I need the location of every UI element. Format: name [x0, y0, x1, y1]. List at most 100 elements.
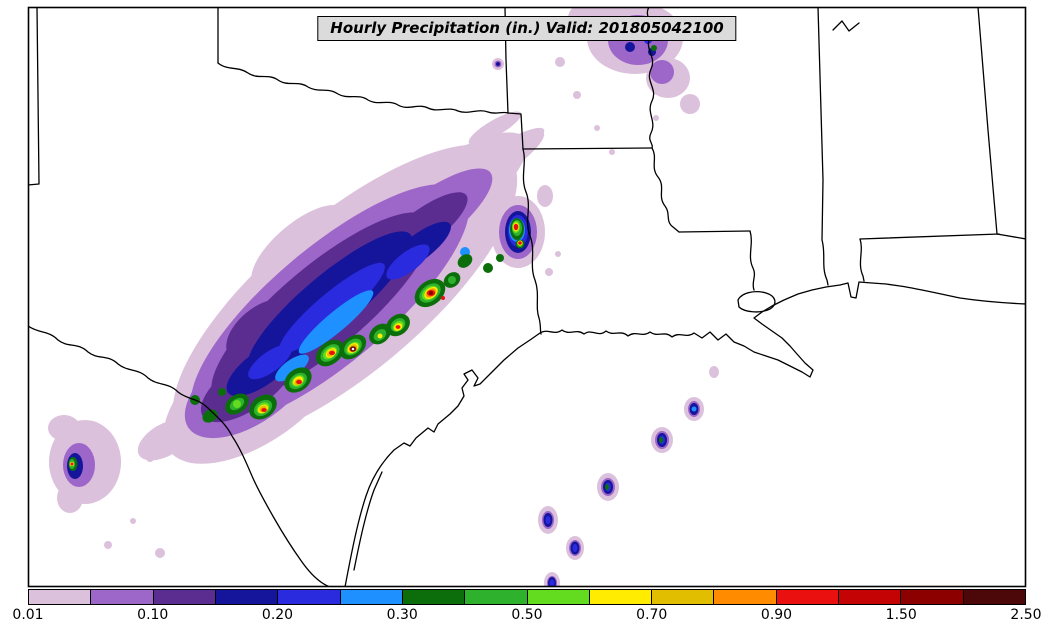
- precip-level-15: [429, 291, 433, 295]
- precip-level-13-shape: [70, 462, 74, 466]
- red-river-border: [217, 62, 509, 114]
- precip-level-7-shape: [496, 254, 504, 262]
- florida-georgia-border: [996, 233, 1025, 240]
- colorbar-segment: [901, 590, 964, 604]
- precip-level-1-shape: [653, 115, 659, 121]
- state-boundaries: [29, 8, 1025, 586]
- lake-pontchartrain: [737, 291, 776, 313]
- precip-level-1-shape: [89, 439, 105, 455]
- pearl-river-border: [749, 230, 756, 291]
- precip-level-7-shape: [483, 263, 493, 273]
- louisiana-mississippi-border: [678, 230, 751, 233]
- padre-island-barrier: [353, 471, 383, 571]
- precip-level-6-shape: [298, 290, 374, 354]
- arkansas-louisiana-border: [522, 147, 653, 150]
- colorbar-segment: [29, 590, 92, 604]
- rio-grande-border: [29, 325, 330, 586]
- colorbar-segment: [527, 590, 590, 604]
- colorbar-tick-label: 0.10: [137, 607, 169, 623]
- precip-level-5-shape: [248, 344, 292, 380]
- colorbar-segment: [839, 590, 902, 604]
- colorbar-tick-label: 0.90: [760, 607, 793, 623]
- precip-level-5-shape: [549, 579, 555, 586]
- precip-level-1-shape: [251, 204, 349, 292]
- precip-level-13-shape: [296, 379, 302, 385]
- colorbar-tick-label: 2.50: [1010, 607, 1042, 623]
- alabama-georgia-border: [977, 8, 998, 235]
- precip-level-4-shape: [625, 42, 635, 52]
- colorbar-tick-label: 0.70: [636, 607, 668, 623]
- precip-level-4-shape: [496, 62, 500, 66]
- colorbar-segment: [91, 590, 154, 604]
- precip-level-1-shape: [137, 419, 193, 461]
- precip-level-6-shape: [275, 354, 309, 382]
- tennessee-river-squiggle: [832, 20, 860, 32]
- precip-level-1-shape: [465, 127, 545, 177]
- precip-level-1-shape: [146, 454, 154, 462]
- mississippi-river-border: [646, 8, 680, 233]
- colorbar-segment: [652, 590, 715, 604]
- colorbar-segment: [215, 590, 279, 604]
- precip-level-1-shape: [573, 91, 581, 99]
- precip-level-1-shape: [545, 268, 553, 276]
- perdido-river-border: [859, 238, 865, 282]
- precip-level-7-shape: [218, 388, 226, 396]
- colorbar-segment: [278, 590, 341, 604]
- precip-level-1-shape: [104, 541, 112, 549]
- precip-level-13-shape: [518, 241, 522, 245]
- texas-arkansas-border: [507, 112, 524, 150]
- precip-level-7-shape: [605, 484, 609, 490]
- precip-level-13-shape: [513, 223, 519, 231]
- precip-level-2-shape: [650, 60, 674, 84]
- precip-level-1-shape: [680, 94, 700, 114]
- map-frame-border: [27, 6, 1027, 588]
- precip-level-8-shape: [448, 276, 456, 284]
- colorbar-segment: [963, 590, 1025, 604]
- precip-level-1-shape: [57, 483, 83, 513]
- gulf-coastline: [344, 281, 1025, 586]
- colorbar-segment: [776, 590, 840, 604]
- new-mexico-texas-border: [29, 8, 40, 186]
- precip-level-5-shape: [279, 262, 385, 354]
- colorbar-tick-label: 0.01: [12, 607, 44, 623]
- colorbar-tick-label: 0.20: [261, 607, 294, 623]
- precip-level-7-shape: [659, 437, 663, 443]
- alabama-florida-border: [859, 233, 1000, 240]
- precip-level-7-shape: [457, 254, 473, 268]
- precip-level-1-shape: [130, 518, 136, 524]
- precip-level-5-shape: [545, 516, 551, 524]
- colorbar-segment: [340, 590, 403, 604]
- precip-level-1-shape: [594, 125, 600, 131]
- texas-louisiana-border: [522, 148, 542, 335]
- colorbar-segment: [402, 590, 466, 604]
- precip-level-5-shape: [386, 244, 430, 280]
- precip-level-1-shape: [555, 57, 565, 67]
- precip-level-6-shape: [691, 406, 697, 412]
- precip-level-1-shape: [555, 251, 561, 257]
- colorbar-segment: [465, 590, 528, 604]
- precipitation-field: [48, 8, 719, 586]
- colorbar-tick-label: 0.50: [511, 607, 543, 623]
- precip-level-1-shape: [468, 111, 522, 145]
- colorbar-segment: [589, 590, 653, 604]
- precip-level-3-shape: [226, 299, 294, 361]
- colorbar: [28, 589, 1026, 605]
- mississippi-alabama-border: [817, 8, 829, 286]
- precip-level-1-shape: [709, 366, 719, 378]
- precip-level-13-shape: [261, 408, 267, 412]
- colorbar-labels: 0.01 0.10 0.20 0.30 0.50 0.70 0.90 1.50 2.50: [12, 607, 1041, 629]
- colorbar-segment: [714, 590, 777, 604]
- precip-level-5-shape: [572, 544, 578, 552]
- precip-level-9-shape: [233, 400, 241, 408]
- precip-level-5: [248, 36, 665, 586]
- precip-level-13-shape: [395, 325, 401, 329]
- map-title-text: Hourly Precipitation (in.) Valid: 201805…: [330, 19, 724, 37]
- precip-level-1-shape: [609, 149, 615, 155]
- precip-level-13-shape: [329, 350, 335, 356]
- precip-level-13-shape: [441, 296, 445, 300]
- colorbar-segment: [153, 590, 216, 604]
- precip-level-1-shape: [155, 548, 165, 558]
- colorbar-tick-label: 0.30: [386, 607, 418, 623]
- precip-level-7-shape: [651, 45, 657, 51]
